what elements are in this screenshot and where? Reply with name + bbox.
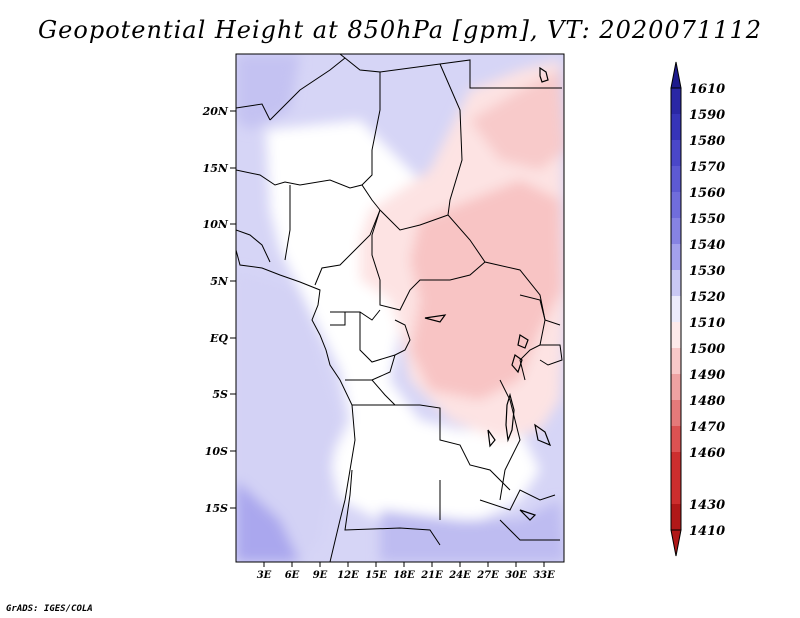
lon-label: 6E [285, 570, 300, 581]
field-purple-southwest [236, 480, 300, 562]
colorbar-label: 1500 [689, 342, 725, 357]
colorbar-label: 1430 [689, 498, 725, 513]
lat-label: 15S [205, 502, 228, 515]
colorbar-segment [671, 88, 681, 114]
colorbar-segment [671, 270, 681, 296]
colorbar-segment [671, 218, 681, 244]
colorbar-bottom-arrow [670, 529, 682, 557]
field-lavender-northwest [236, 54, 300, 130]
colorbar-label: 1460 [689, 446, 725, 461]
colorbar-label: 1540 [689, 238, 725, 253]
grads-credit: GrADS: IGES/COLA [6, 604, 93, 614]
colorbar-segment [671, 192, 681, 218]
shaded-field-layer [236, 54, 564, 562]
colorbar-label: 1580 [689, 134, 725, 149]
map-panel [236, 54, 564, 562]
lat-axis: 20N 15N 10N 5N EQ 5S 10S 15S [202, 105, 236, 515]
colorbar-label: 1570 [689, 160, 725, 175]
colorbar-segment [671, 426, 681, 452]
lat-label: EQ [209, 332, 228, 345]
lon-axis: 3E 6E 9E 12E 15E 18E 21E 24E 27E 30E 33E [257, 562, 555, 581]
lat-label: 10S [205, 445, 228, 458]
colorbar-segment [671, 114, 681, 140]
colorbar-segment [671, 140, 681, 166]
lon-label: 30E [505, 570, 527, 581]
political-boundaries [236, 54, 563, 546]
lon-label: 3E [257, 570, 272, 581]
lat-label: 5S [212, 388, 228, 401]
colorbar-segment [671, 244, 681, 270]
colorbar-label: 1520 [689, 290, 725, 305]
lon-label: 9E [313, 570, 328, 581]
colorbar-segment [671, 400, 681, 426]
colorbar-segment [671, 166, 681, 192]
lat-label: 10N [203, 218, 229, 231]
colorbar-label: 1510 [689, 316, 725, 331]
lon-label: 27E [476, 570, 499, 581]
lon-label: 24E [448, 570, 471, 581]
colorbar-label: 1560 [689, 186, 725, 201]
colorbar-label: 1610 [689, 82, 725, 97]
colorbar-segment [671, 322, 681, 348]
lon-label: 18E [393, 570, 415, 581]
colorbar-label: 1480 [689, 394, 725, 409]
field-pink-northeast [470, 70, 564, 170]
colorbar-label: 1530 [689, 264, 725, 279]
field-lavender-west [236, 270, 340, 562]
colorbar-segment [671, 504, 681, 530]
field-purple-south [380, 500, 564, 562]
lon-label: 33E [533, 570, 555, 581]
map-frame [235, 53, 565, 563]
colorbar-label: 1470 [689, 420, 725, 435]
colorbar-segment [671, 296, 681, 322]
colorbar-segment [671, 452, 681, 478]
colorbar-segment [671, 374, 681, 400]
coastline [236, 249, 356, 562]
lon-label: 15E [365, 570, 387, 581]
map-title: Geopotential Height at 850hPa [gpm], VT:… [38, 16, 762, 44]
colorbar-label: 1550 [689, 212, 725, 227]
lon-label: 21E [420, 570, 443, 581]
lat-label: 5N [210, 275, 229, 288]
colorbar: 1610 1590 1580 1570 1560 1550 1540 1530 … [670, 61, 725, 557]
lat-label: 15N [203, 162, 229, 175]
colorbar-label: 1490 [689, 368, 725, 383]
field-pink-zone [410, 180, 562, 400]
colorbar-label: 1410 [689, 524, 725, 539]
lon-label: 12E [337, 570, 359, 581]
colorbar-label: 1590 [689, 108, 725, 123]
lakes [424, 66, 552, 521]
colorbar-top-arrow [670, 61, 682, 89]
colorbar-segment [671, 478, 681, 504]
colorbar-segment [671, 348, 681, 374]
lat-label: 20N [202, 105, 229, 118]
